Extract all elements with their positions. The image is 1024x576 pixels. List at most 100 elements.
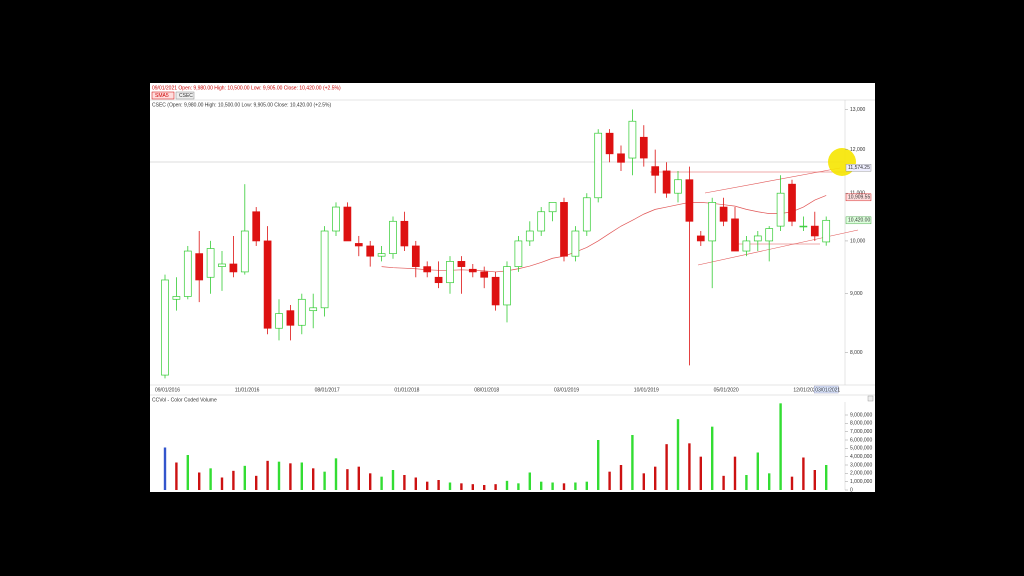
header-title: 09/01/2021 Open: 9,980.00 High: 10,500.0… [152,85,341,91]
y-tick-label: 7,000,000 [850,429,872,435]
candle-body [742,240,751,252]
volume-bar [243,465,246,490]
volume-bar [323,471,326,490]
volume-bar [494,484,497,490]
candle-body [571,230,580,257]
candle-body [354,243,363,247]
volume-bar [346,469,349,490]
price-label-box [845,193,872,202]
volume-bar [722,475,725,490]
y-tick-label: 2,000,000 [850,471,872,477]
volume-bar [232,470,235,490]
volume-bar [688,443,691,490]
candle-body [719,206,728,222]
candle-body [183,250,192,297]
candle-body [765,228,774,242]
x-tick-label: 12/01/2020 [793,387,818,393]
moving-average [381,195,827,273]
volume-bar [585,481,588,490]
candle-body [423,266,432,273]
volume-bar [619,465,623,490]
candle-body [275,313,283,329]
volume-bar [426,481,429,490]
volume-bar [631,435,634,490]
candle-body [674,179,682,194]
y-tick-label: 10,000 [850,238,866,244]
candle-body [411,245,420,267]
volume-title: CCVol - Color Coded Volume [152,397,217,403]
candle-body [594,132,603,199]
volume-bar [391,470,395,490]
candle-body [389,220,397,254]
volume-bar [802,457,805,490]
x-tick-label: 09/01/2016 [155,387,180,393]
volume-bar [403,475,406,490]
volume-bar [790,476,794,490]
candle-body [628,120,637,159]
volume-bar [756,452,759,490]
candle-body [218,263,226,267]
candle-body [480,271,489,278]
x-tick-label: 05/01/2020 [714,387,739,393]
candle-body [503,266,511,306]
candle-body [731,218,739,252]
y-tick-label: 3,000,000 [850,462,872,468]
candle-body [810,225,819,237]
price-label-box [845,216,872,225]
candle-body [537,211,546,232]
candle-body [332,206,340,232]
candle-body [468,268,477,273]
tab-label[interactable]: CSEC [179,93,193,99]
volume-bar [733,456,737,490]
chart-subtitle: CSEC (Open: 9,980.00 High: 10,500.00 Low… [152,102,331,108]
volume-bar [220,477,224,490]
tab-label[interactable]: SMA5 [155,93,169,99]
volume-bar [665,444,668,490]
candle-body [161,279,169,376]
volume-bar [312,468,315,490]
candle-body [651,166,660,176]
volume-bar [266,460,269,490]
volume-bar [460,483,463,490]
y-tick-label: 1,000,000 [850,479,872,485]
candle-body [240,230,249,273]
volume-bar [380,476,383,490]
y-tick-label: 4,000,000 [850,454,872,460]
candle-body [662,170,671,194]
volume-bar [676,419,680,490]
volume-bar [289,463,292,490]
y-tick-label: 9,000 [850,291,863,297]
volume-bar [540,481,543,490]
volume-bar [574,482,577,490]
volume-bar [369,473,372,490]
candle-body [685,179,694,222]
volume-bar [448,482,452,490]
tab[interactable] [151,91,175,100]
candle-body [639,136,648,159]
volume-bar [654,466,657,490]
candle-body [560,202,568,257]
candle-body [172,296,181,300]
volume-bar [528,472,531,490]
volume-bar [825,465,828,490]
candle-body [286,310,295,326]
volume-bar [163,447,167,490]
candle-body [548,202,557,213]
candle-body [605,132,614,155]
candle-body [377,253,386,257]
y-tick-label: 5,000,000 [850,446,872,452]
candle-body [320,230,329,309]
candle-body [491,276,500,306]
candle-body [525,230,534,242]
close-button[interactable] [867,395,874,402]
volume-bar [642,473,645,490]
y-tick-label: 8,000 [850,350,863,356]
volume-bar [357,466,360,490]
candle-body [252,211,261,242]
y-tick-label: 6,000,000 [850,437,872,443]
price-label: 10,909.55 [848,195,870,201]
tab[interactable] [175,91,195,100]
volume-bar [471,484,474,490]
